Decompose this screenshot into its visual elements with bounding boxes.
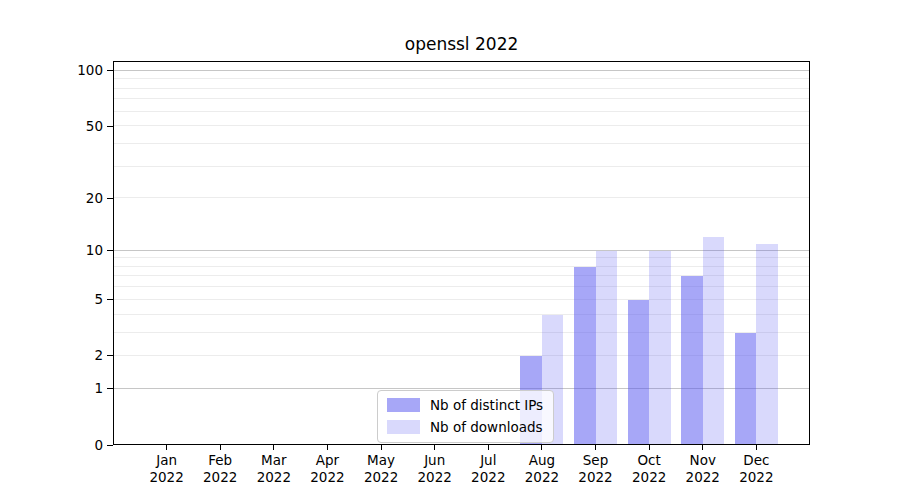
x-tick-mark: [649, 445, 650, 450]
x-tick-mark: [541, 445, 542, 450]
bar-nb-of-distinct-ips-nov: [681, 276, 703, 445]
bar-nb-of-downloads-sep: [596, 251, 618, 445]
gridline-minor: [113, 98, 810, 99]
gridline-minor: [113, 111, 810, 112]
legend-row-distinct-ips: Nb of distinct IPs: [387, 397, 543, 413]
bar-nb-of-downloads-oct: [649, 251, 671, 445]
x-tick-mark: [220, 445, 221, 450]
legend: Nb of distinct IPs Nb of downloads: [377, 390, 554, 443]
y-tick-label: 20: [35, 190, 103, 207]
gridline-major: [113, 70, 810, 71]
bar-nb-of-distinct-ips-oct: [628, 300, 650, 445]
y-tick-mark: [107, 70, 113, 71]
bar-nb-of-downloads-nov: [703, 237, 725, 445]
legend-label-downloads: Nb of downloads: [430, 419, 543, 435]
gridline-minor: [113, 143, 810, 144]
y-tick-mark: [107, 445, 113, 446]
x-tick-mark: [166, 445, 167, 450]
y-tick-label: 2: [35, 347, 103, 364]
y-tick-mark: [107, 250, 113, 251]
legend-label-distinct-ips: Nb of distinct IPs: [430, 397, 543, 413]
gridline-minor: [113, 197, 810, 198]
x-tick-mark: [273, 445, 274, 450]
y-tick-label: 0: [35, 437, 103, 454]
gridline-minor: [113, 88, 810, 89]
y-tick-mark: [107, 198, 113, 199]
legend-swatch-distinct-ips: [387, 398, 420, 412]
chart-title: openssl 2022: [113, 34, 810, 54]
bar-nb-of-distinct-ips-dec: [735, 333, 757, 445]
legend-row-downloads: Nb of downloads: [387, 419, 543, 435]
x-tick-mark: [702, 445, 703, 450]
y-tick-label: 5: [35, 291, 103, 308]
bar-nb-of-downloads-dec: [756, 244, 778, 445]
plot-area: Nb of distinct IPs Nb of downloads: [113, 61, 810, 445]
x-tick-mark: [488, 445, 489, 450]
y-tick-mark: [107, 299, 113, 300]
y-tick-label: 50: [35, 118, 103, 135]
gridline-minor: [113, 78, 810, 79]
gridline-minor: [113, 166, 810, 167]
x-tick-mark: [756, 445, 757, 450]
y-tick-mark: [107, 355, 113, 356]
y-tick-label: 100: [35, 62, 103, 79]
y-tick-mark: [107, 126, 113, 127]
x-tick-mark: [595, 445, 596, 450]
x-tick-label-dec: Dec2022: [711, 452, 801, 486]
bar-nb-of-distinct-ips-sep: [574, 267, 596, 445]
gridline-minor: [113, 125, 810, 126]
legend-swatch-downloads: [387, 420, 420, 434]
y-tick-label: 10: [35, 242, 103, 259]
figure: openssl 2022 Nb of distinct IPs Nb of do…: [0, 0, 900, 500]
x-tick-mark: [381, 445, 382, 450]
x-tick-mark: [327, 445, 328, 450]
y-tick-label: 1: [35, 380, 103, 397]
y-tick-mark: [107, 388, 113, 389]
x-tick-mark: [434, 445, 435, 450]
